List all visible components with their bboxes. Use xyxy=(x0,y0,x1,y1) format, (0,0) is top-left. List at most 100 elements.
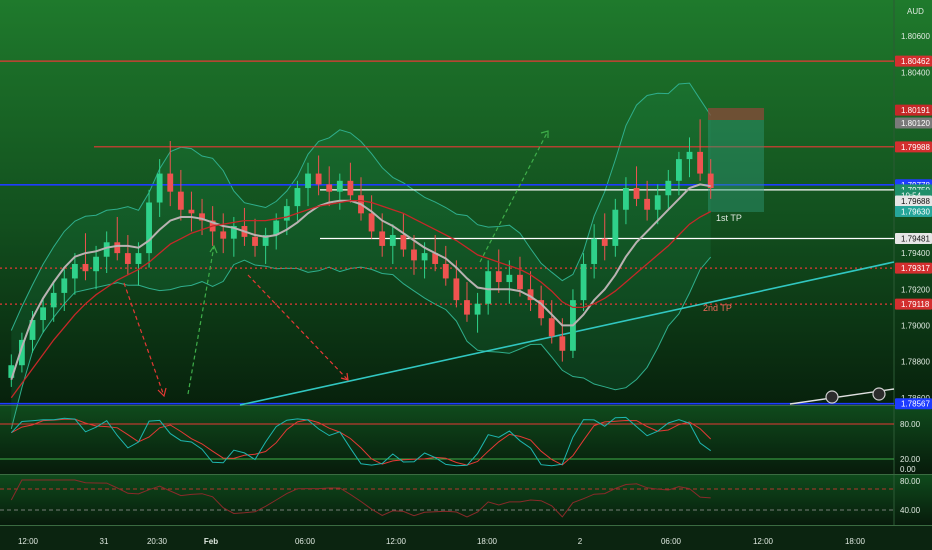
rsi-indicator: 80.00 40.00 xyxy=(0,477,921,518)
time-tick-label: 06:00 xyxy=(295,537,316,546)
candle[interactable] xyxy=(548,300,555,344)
candle[interactable] xyxy=(633,166,640,207)
candle[interactable] xyxy=(591,224,598,279)
candle-body xyxy=(305,173,311,189)
candle[interactable] xyxy=(506,260,513,304)
candle[interactable] xyxy=(675,151,682,196)
arrow-head-down-2 xyxy=(340,372,349,381)
trendline-handle[interactable] xyxy=(872,387,886,401)
candle[interactable] xyxy=(464,282,470,322)
candle[interactable] xyxy=(124,235,131,275)
candle[interactable] xyxy=(326,166,333,207)
candle[interactable] xyxy=(442,245,449,286)
candle[interactable] xyxy=(495,249,502,293)
price-badge: 1.80462 xyxy=(895,55,932,67)
candle[interactable] xyxy=(135,242,142,286)
projection-arrows xyxy=(123,130,549,397)
candle[interactable] xyxy=(400,213,407,257)
candle[interactable] xyxy=(50,282,57,322)
time-tick-label: 12:00 xyxy=(386,537,407,546)
candle[interactable] xyxy=(61,269,68,311)
candle[interactable] xyxy=(82,233,89,281)
price-badge-label: 1.80120 xyxy=(901,119,930,128)
trendline-handle[interactable] xyxy=(825,390,839,404)
candle-body xyxy=(93,256,99,272)
candle[interactable] xyxy=(177,169,184,221)
candle[interactable] xyxy=(262,227,269,264)
price-badge-box xyxy=(895,117,932,129)
candle-body xyxy=(8,365,15,378)
candle-body xyxy=(675,159,682,181)
candle[interactable] xyxy=(167,141,174,207)
candle-body xyxy=(665,180,672,196)
candle[interactable] xyxy=(188,191,195,232)
candle-body xyxy=(421,253,428,261)
candle[interactable] xyxy=(474,292,481,333)
price-badge-box xyxy=(895,232,932,244)
candle[interactable] xyxy=(686,137,693,178)
candle-body xyxy=(591,238,598,264)
candle[interactable] xyxy=(71,253,78,295)
candle[interactable] xyxy=(665,169,672,210)
candle[interactable] xyxy=(527,271,534,311)
candle[interactable] xyxy=(612,198,619,257)
candle[interactable] xyxy=(146,189,152,268)
candle-body xyxy=(273,220,280,236)
time-tick-label: 18:00 xyxy=(477,537,498,546)
candle[interactable] xyxy=(389,224,396,264)
price-badge-box xyxy=(895,298,932,310)
candle[interactable] xyxy=(93,245,99,290)
rsi-line xyxy=(10,479,711,518)
candle[interactable] xyxy=(580,253,587,311)
candle[interactable] xyxy=(220,213,227,254)
candle[interactable] xyxy=(697,119,704,181)
candle[interactable] xyxy=(644,180,651,221)
candle[interactable] xyxy=(517,256,523,297)
candle-body xyxy=(82,263,89,272)
candle-body xyxy=(336,180,343,192)
time-tick-label: 12:00 xyxy=(18,537,39,546)
candle[interactable] xyxy=(40,298,47,333)
candle[interactable] xyxy=(114,216,121,261)
price-badge-box xyxy=(895,206,932,218)
candle[interactable] xyxy=(336,173,343,210)
candle[interactable] xyxy=(347,162,354,203)
position-stop-zone xyxy=(708,108,764,120)
stoch-panel-background xyxy=(0,406,932,474)
candle-body xyxy=(506,274,513,283)
candle[interactable] xyxy=(18,332,25,373)
time-tick-label: 06:00 xyxy=(661,537,682,546)
candle[interactable] xyxy=(538,285,545,326)
candlesticks[interactable] xyxy=(8,119,714,387)
candle[interactable] xyxy=(156,159,163,217)
candle-body xyxy=(633,188,640,199)
candle[interactable] xyxy=(315,155,322,196)
price-badge: 1.79630 xyxy=(895,206,932,218)
candle-body xyxy=(644,198,651,210)
price-badge-box xyxy=(895,104,932,116)
price-badge-label: 1.79988 xyxy=(901,143,930,152)
candle-body xyxy=(103,242,110,257)
candle[interactable] xyxy=(305,162,311,207)
candle[interactable] xyxy=(485,260,492,315)
price-badge-label: 1.79630 xyxy=(901,208,930,217)
candle[interactable] xyxy=(623,177,629,225)
candle-body xyxy=(199,213,205,221)
candle[interactable] xyxy=(252,218,258,257)
candle[interactable] xyxy=(601,213,608,261)
candle-body xyxy=(146,202,152,254)
price-badge: 1.79988 xyxy=(895,141,932,153)
time-axis[interactable]: 12:00 31 20:30 Feb 06:00 12:00 18:00 2 06:00 12:0… xyxy=(18,537,866,546)
price-badge-box xyxy=(895,262,932,274)
candle[interactable] xyxy=(707,159,714,199)
candle[interactable] xyxy=(654,184,661,225)
time-tick-label: 31 xyxy=(100,537,109,546)
candle[interactable] xyxy=(103,231,110,274)
stochastic-indicator: 80.00 20.00 0.00 xyxy=(0,416,921,474)
annotation-1st-tp: 1st TP xyxy=(716,213,742,223)
candle-body xyxy=(495,271,502,283)
price-badge-box xyxy=(895,195,932,207)
candle[interactable] xyxy=(8,354,15,387)
candle[interactable] xyxy=(230,216,237,257)
